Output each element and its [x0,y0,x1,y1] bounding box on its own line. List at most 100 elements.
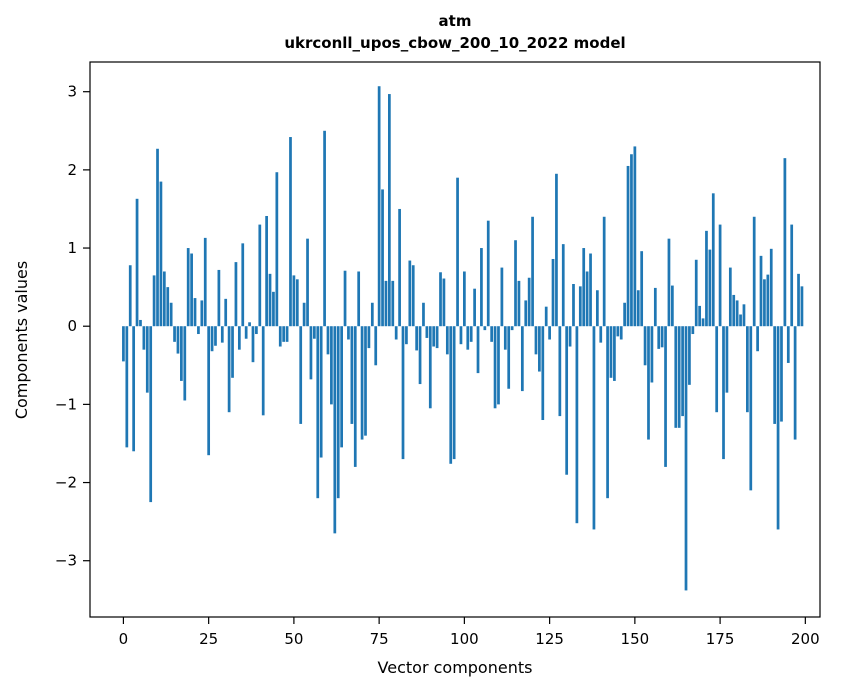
y-axis-ticks: −3 −2 −1 0 1 2 3 [55,83,90,570]
vector-component-bar [367,326,371,349]
vector-component-bar [636,290,640,327]
vector-component-bar [493,326,497,409]
vector-component-bar [534,326,538,355]
vector-component-bar [674,326,678,428]
vector-component-bar [643,326,647,366]
vector-component-bar [330,326,333,405]
vector-component-bar [752,216,756,327]
vector-component-bar [483,326,487,331]
vector-component-bar [258,224,262,327]
vector-component-bar [418,326,422,385]
vector-component-bar [578,286,582,327]
vector-component-bar [715,326,719,413]
vector-component-bar [671,285,674,327]
vector-component-bar [159,181,163,327]
vector-component-bar [384,280,388,327]
vector-component-bar [684,326,688,591]
vector-component-bar [722,326,725,460]
vector-component-bar [323,130,326,327]
vector-component-bar [728,267,732,327]
x-axis-ticks: 0 25 50 75 100 125 150 175 200 [119,617,820,648]
vector-component-bar [619,326,623,340]
vector-component-bar [551,258,555,327]
vector-component-bar [626,165,630,327]
vector-component-bar [616,326,620,337]
vector-component-bar [333,326,337,534]
vector-component-bar [555,173,558,327]
vector-component-bar [244,326,248,339]
vector-component-bar [197,326,200,335]
y-tick-label: −2 [55,474,77,492]
vector-component-bar [439,272,442,327]
vector-component-bar [469,326,473,342]
x-axis-label: Vector components [378,658,533,677]
vector-component-bar [797,273,800,327]
vector-component-bar [694,259,698,327]
vector-component-bar [449,326,453,464]
vector-component-bar [299,326,303,424]
vector-component-bar [592,326,596,530]
vector-component-bar [691,326,695,335]
x-tick-label: 175 [706,630,735,648]
vector-component-bar [466,326,470,350]
vector-component-bar [261,326,265,416]
vector-component-bar [503,326,507,350]
vector-component-bar [463,271,466,327]
vector-component-bar [268,273,272,327]
vector-component-bar [173,326,176,342]
vector-component-bar [507,326,511,389]
vector-component-bar [459,326,463,345]
x-tick-label: 125 [535,630,564,648]
vector-component-bar [490,326,494,342]
vector-component-bar [595,290,599,327]
vector-component-bar [759,255,763,327]
vector-component-bar [800,286,804,327]
vector-component-bar [302,302,306,327]
vector-component-bar [667,238,671,327]
vector-component-bar [565,326,569,475]
vector-component-bar [742,304,746,327]
vector-component-bar [275,172,279,327]
x-tick-label: 25 [199,630,218,648]
vector-component-bar [544,306,548,327]
vector-component-bar [347,326,350,340]
vector-component-bar [364,326,367,436]
vector-component-bar [237,326,241,350]
vector-component-bar [776,326,780,530]
vector-component-bar [340,326,343,448]
vector-component-bar [180,326,183,381]
vector-component-bar [350,326,354,424]
y-tick-label: −3 [55,552,77,570]
y-axis-label: Components values [12,261,31,419]
vector-component-bar [255,326,258,335]
vector-component-bar [422,302,425,327]
y-tick-label: 1 [67,239,77,257]
vector-component-bar [739,314,742,327]
vector-component-bar [306,238,309,327]
vector-component-bar [377,86,381,327]
vector-component-bar [415,326,419,351]
vector-component-bar [486,220,490,327]
vector-component-bar [336,326,340,499]
vector-component-bar [343,270,347,327]
vector-component-bar [214,326,217,346]
vector-component-bar [135,198,139,327]
vector-component-bar [227,326,231,413]
vector-component-bar [122,326,125,362]
vector-component-bar [391,280,395,327]
vector-component-bar [142,326,146,350]
vector-component-bar [326,326,330,355]
vector-component-bar [282,326,286,342]
vector-component-bar [432,326,436,347]
vector-component-bar [353,326,357,467]
vector-component-bar [278,326,282,347]
vector-component-bar [790,224,794,327]
vector-component-bar [773,326,777,424]
x-tick-label: 75 [370,630,389,648]
vector-component-bar [388,94,391,327]
vector-component-bar [374,326,378,366]
bars-group [122,86,804,591]
vector-component-bar [149,326,153,503]
vector-component-bar [251,326,255,363]
